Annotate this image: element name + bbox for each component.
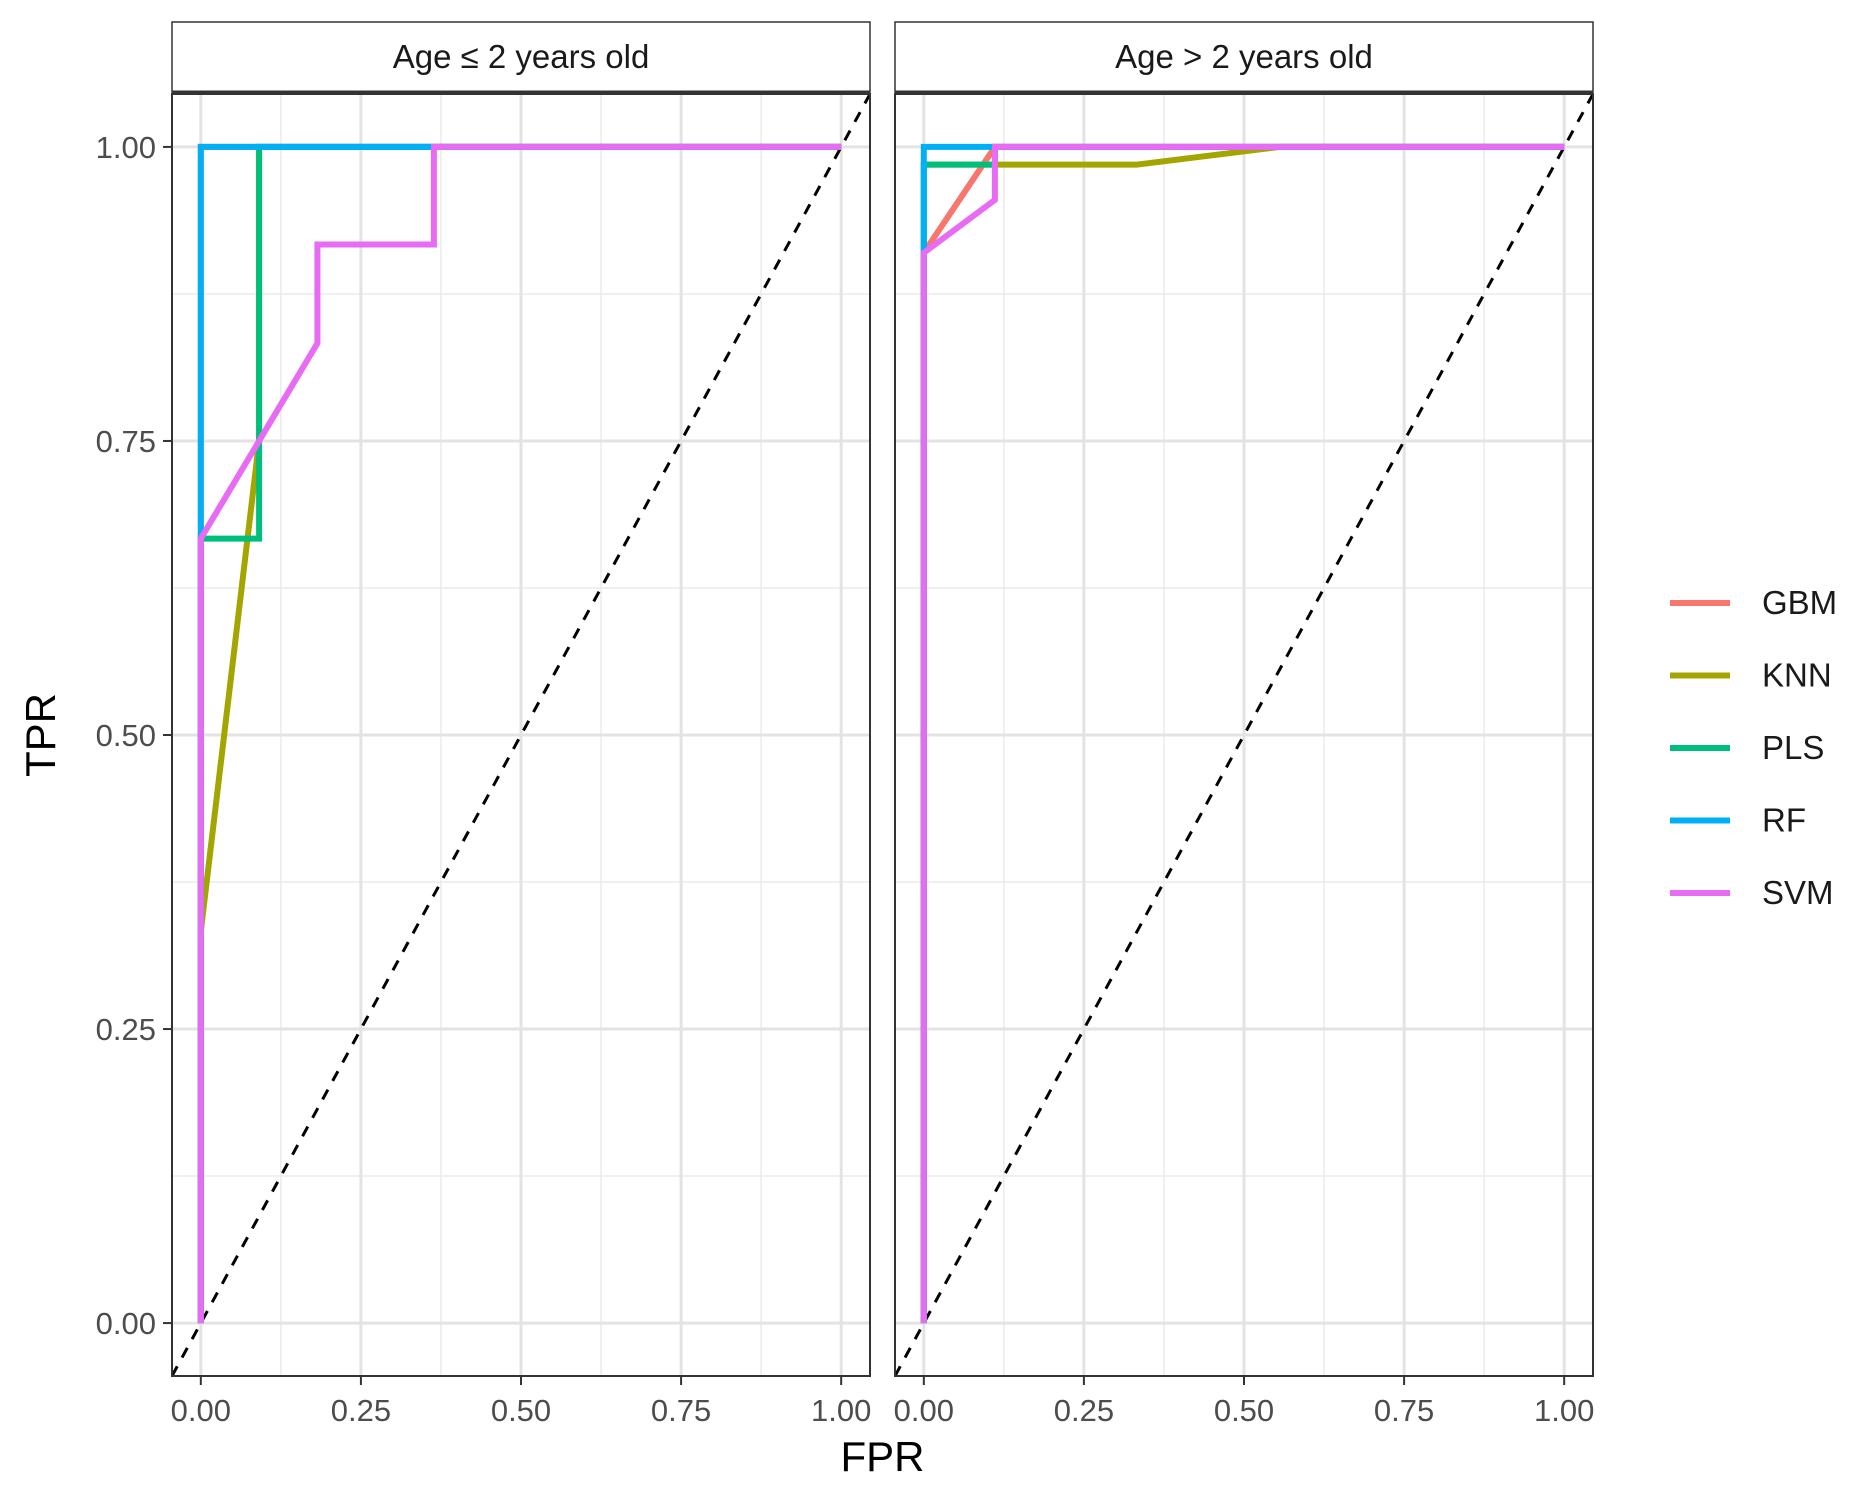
y-tick-label: 0.25 [96,1012,156,1047]
facet-title: Age ≤ 2 years old [393,38,650,75]
y-tick-label: 0.75 [96,424,156,459]
legend-label: RF [1762,802,1806,839]
x-tick-label: 1.00 [811,1393,871,1428]
facet-strip-2 [894,21,1594,93]
x-tick-label: 0.25 [1054,1393,1114,1428]
legend-label: GBM [1762,584,1837,621]
legend-label: SVM [1762,874,1834,911]
y-tick-label: 0.00 [96,1306,156,1341]
x-tick-label: 1.00 [1534,1393,1594,1428]
facet-strip-1 [171,21,871,93]
x-tick-label: 0.75 [1374,1393,1434,1428]
legend-label: PLS [1762,729,1824,766]
x-tick-label: 0.00 [894,1393,954,1428]
y-tick-label: 0.50 [96,718,156,753]
x-tick-label: 0.50 [1214,1393,1274,1428]
roc-line-svm [197,143,842,1324]
roc-line-svm [920,143,1565,1324]
x-tick-label: 0.00 [171,1393,231,1428]
legend-label: KNN [1762,657,1832,694]
x-tick-label: 0.75 [651,1393,711,1428]
x-tick-label: 0.50 [491,1393,551,1428]
y-tick-label: 1.00 [96,130,156,165]
x-tick-label: 0.25 [331,1393,391,1428]
facet-title: Age > 2 years old [1115,38,1373,75]
y-axis-title: TPR [17,693,64,777]
x-axis-title: FPR [841,1433,925,1480]
